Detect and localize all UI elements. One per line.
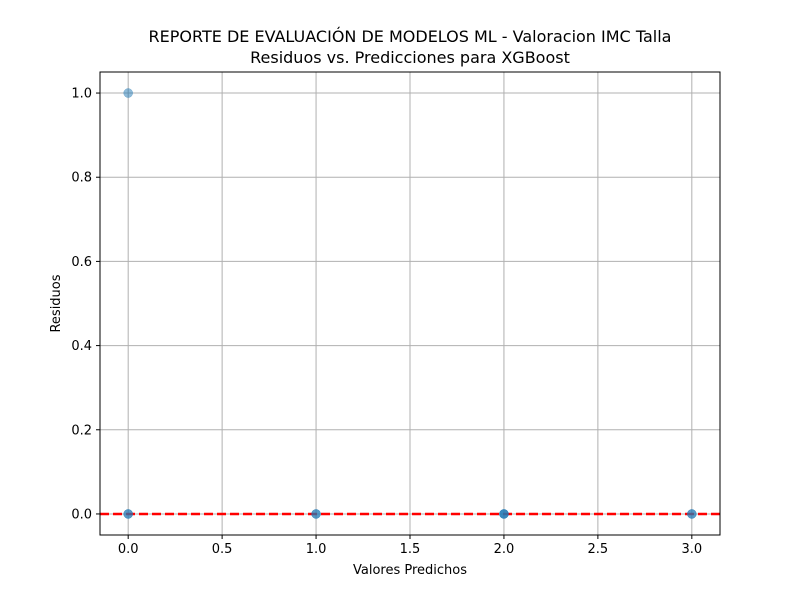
data-point xyxy=(123,509,133,519)
grid-layer xyxy=(100,72,720,535)
x-axis-label: Valores Predichos xyxy=(353,563,467,578)
y-tick-label: 0.8 xyxy=(71,171,92,186)
points-layer xyxy=(123,88,697,519)
x-tick-label: 2.0 xyxy=(494,542,515,557)
chart-title: REPORTE DE EVALUACIÓN DE MODELOS ML - Va… xyxy=(148,27,672,46)
x-tick-label: 0.0 xyxy=(118,542,139,557)
x-tick-label: 1.0 xyxy=(306,542,327,557)
x-tick-label: 3.0 xyxy=(681,542,702,557)
x-tick-label: 0.5 xyxy=(212,542,233,557)
y-tick-label: 1.0 xyxy=(71,87,92,102)
chart-subtitle: Residuos vs. Predicciones para XGBoost xyxy=(250,48,570,67)
x-tick-label: 2.5 xyxy=(588,542,609,557)
data-point xyxy=(123,88,133,98)
y-tick-label: 0.4 xyxy=(71,339,92,354)
data-point xyxy=(499,509,509,519)
y-axis-label: Residuos xyxy=(49,274,64,332)
data-point xyxy=(687,509,697,519)
data-point xyxy=(311,509,321,519)
ticks-layer: 0.0 0.5 1.0 1.5 2.0 2.5 3.0 0.0 0.2 0.4 0.6 0.8 1.0 xyxy=(71,87,702,557)
y-tick-label: 0.2 xyxy=(71,423,92,438)
y-tick-label: 0.0 xyxy=(71,507,92,522)
y-tick-label: 0.6 xyxy=(71,255,92,270)
x-tick-label: 1.5 xyxy=(400,542,421,557)
